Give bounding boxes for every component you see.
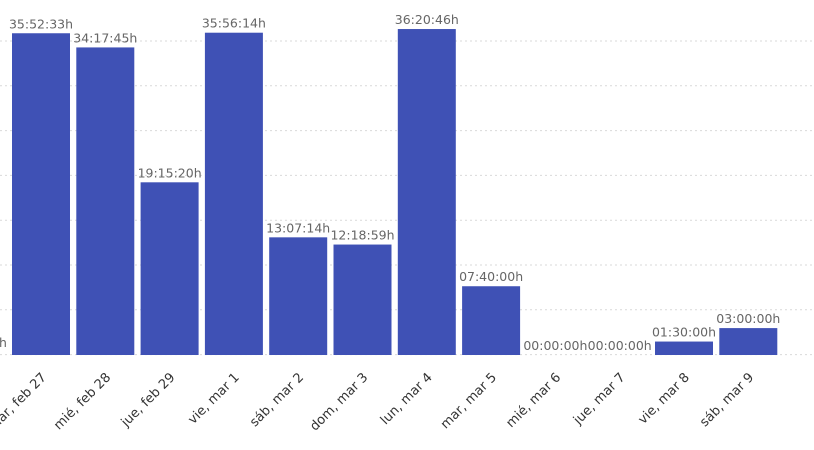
bar-value-label: 34:17:45h [73, 30, 137, 45]
x-tick-label: jue, feb 29 [118, 370, 179, 431]
x-tick-label: vie, mar 1 [185, 370, 242, 427]
bar[interactable] [204, 32, 263, 356]
x-tick-label: dom, mar 3 [307, 370, 371, 434]
bar-value-label: 03:00:00h [716, 311, 780, 326]
x-tick-label: mar, feb 27 [0, 370, 50, 434]
bar[interactable] [462, 286, 521, 355]
x-tick-label: sáb, mar 9 [697, 370, 757, 430]
bars [12, 29, 778, 356]
bar-value-label: 00:00:00h [523, 338, 587, 353]
bar[interactable] [333, 244, 392, 355]
bar[interactable] [76, 47, 135, 355]
bar[interactable] [655, 341, 713, 355]
bar[interactable] [140, 182, 199, 355]
x-tick-label: jue, mar 7 [570, 370, 628, 428]
bar-value-label: 00:00:00h [588, 338, 652, 353]
bar-value-label: 13:07:14h [266, 220, 330, 235]
bar-value-label: 07:40:00h [459, 269, 523, 284]
bar[interactable] [397, 29, 456, 355]
x-tick-labels: mar, feb 27 mié, feb 28 jue, feb 29 vie, ma… [0, 370, 757, 434]
x-tick-label: mié, feb 28 [51, 370, 114, 433]
x-tick-label: lun, mar 4 [378, 370, 436, 428]
clipped-value-label: h [0, 335, 7, 350]
x-tick-label: vie, mar 8 [636, 370, 693, 427]
bar-value-label: 19:15:20h [138, 165, 202, 180]
x-tick-label: sáb, mar 2 [247, 370, 307, 430]
x-tick-label: mié, mar 6 [503, 370, 564, 431]
bar[interactable] [719, 328, 778, 355]
bar[interactable] [12, 33, 70, 355]
bar-value-label: 01:30:00h [652, 325, 716, 340]
bar-value-label: 35:52:33h [9, 16, 73, 31]
bar-value-label: 35:56:14h [202, 16, 266, 31]
bar[interactable] [269, 237, 328, 355]
x-tick-label: mar, mar 5 [438, 370, 500, 432]
bar-value-label: 12:18:59h [330, 228, 394, 243]
bar-value-label: 36:20:46h [395, 12, 459, 27]
